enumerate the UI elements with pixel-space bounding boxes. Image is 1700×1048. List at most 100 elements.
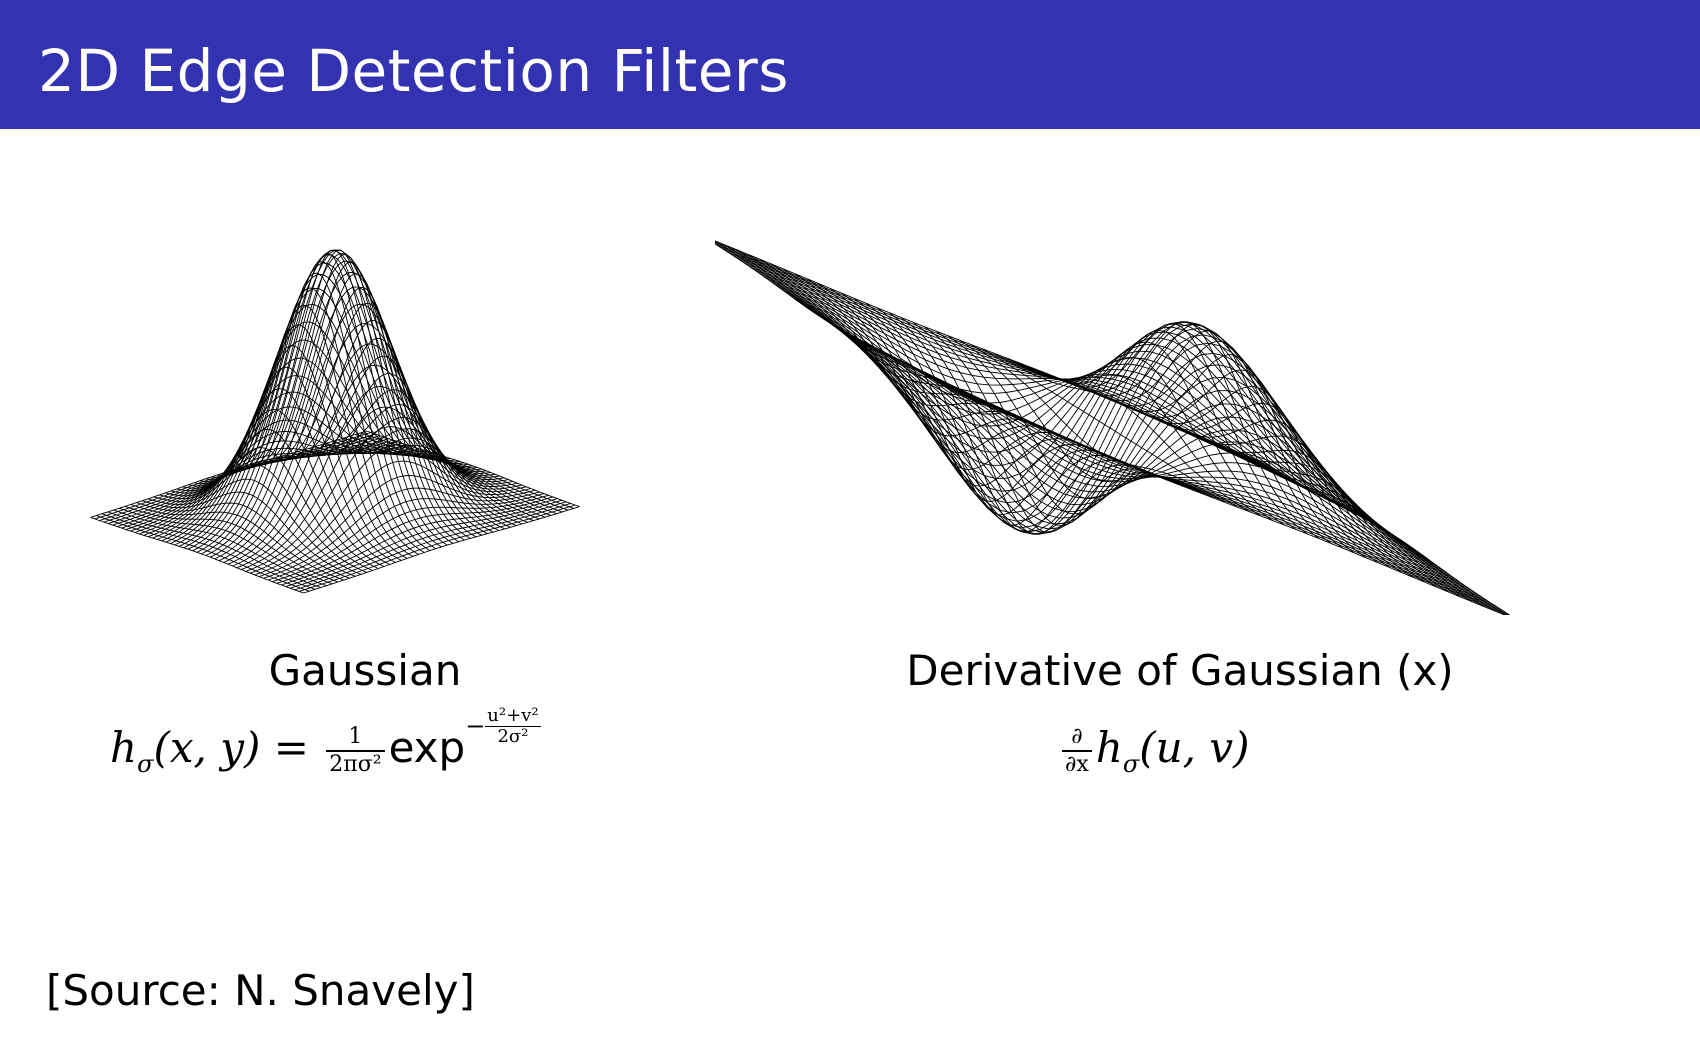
- gaussian-caption: Gaussian: [268, 646, 462, 695]
- mesh-line: [737, 258, 1303, 486]
- partial-numerator: ∂: [1062, 724, 1092, 752]
- mesh-line: [827, 321, 1393, 535]
- mesh-line: [147, 478, 362, 575]
- mesh-line: [262, 302, 477, 538]
- mesh-line: [320, 444, 534, 522]
- mesh-line: [130, 504, 344, 581]
- mesh-line: [885, 352, 1451, 576]
- formula-sigma-subscript: σ: [1122, 750, 1140, 778]
- mesh-line: [343, 437, 557, 515]
- mesh-line: [360, 432, 574, 509]
- mesh-line: [90, 516, 304, 594]
- source-credit: [Source: N. Snavely]: [46, 966, 475, 1015]
- mesh-line: [196, 249, 474, 553]
- partial-denominator: ∂x: [1065, 752, 1089, 777]
- derivative-of-gaussian-caption: Derivative of Gaussian (x): [906, 646, 1454, 695]
- mesh-line: [136, 502, 350, 579]
- mesh-line: [954, 392, 1506, 615]
- mesh-line: [274, 337, 488, 534]
- mesh-line: [822, 317, 1387, 532]
- mesh-line: [216, 261, 431, 551]
- mesh-line: [864, 341, 1430, 561]
- mesh-line: [806, 307, 1372, 523]
- mesh-line: [165, 428, 379, 569]
- mesh-line: [193, 324, 408, 559]
- mesh-line: [848, 333, 1414, 549]
- normalizer-numerator: 1: [326, 724, 385, 752]
- exponent-denominator: 2σ²: [497, 726, 529, 747]
- mesh-line: [205, 287, 419, 555]
- formula-exp: exp: [388, 723, 466, 772]
- mesh-line: [349, 435, 563, 513]
- mesh-line: [113, 509, 327, 587]
- mesh-line: [753, 269, 1319, 495]
- mesh-line: [811, 310, 1377, 526]
- mesh-line: [838, 327, 1403, 542]
- mesh-line: [251, 273, 465, 541]
- mesh-line: [896, 358, 1461, 584]
- formula-args: (x, y): [153, 723, 261, 772]
- mesh-line: [743, 261, 1308, 489]
- mesh-line: [774, 284, 1340, 506]
- mesh-line: [326, 442, 540, 520]
- title-bar: 2D Edge Detection Filters: [0, 0, 1700, 129]
- mesh-line: [187, 254, 465, 550]
- mesh-line: [205, 260, 482, 556]
- mesh-line: [917, 370, 1483, 598]
- mesh-line: [280, 355, 494, 533]
- wireframe-mesh: [715, 240, 1511, 615]
- wireframe-mesh: [90, 249, 580, 594]
- derivative-of-gaussian-surface-plot: [715, 240, 1511, 615]
- normalizer-denominator: 2πσ²: [329, 752, 382, 777]
- mesh-line: [308, 428, 523, 525]
- mesh-line: [859, 339, 1424, 557]
- mesh-line: [354, 434, 569, 511]
- mesh-line: [366, 430, 580, 508]
- mesh-line: [331, 441, 546, 518]
- mesh-line: [747, 254, 1003, 413]
- gaussian-surface-plot: [90, 249, 580, 594]
- mesh-line: [257, 287, 471, 539]
- mesh-line: [944, 386, 1509, 615]
- mesh-line: [101, 513, 316, 590]
- mesh-line: [234, 249, 448, 546]
- mesh-line: [228, 249, 442, 548]
- formula-equals: =: [273, 723, 309, 772]
- mesh-line: [769, 280, 1335, 504]
- formula-normalizer: 1 2πσ²: [326, 724, 385, 778]
- mesh-line: [124, 505, 339, 583]
- exponent-numerator: u²+v²: [485, 705, 541, 727]
- mesh-line: [222, 253, 437, 550]
- mesh-line: [870, 344, 1435, 565]
- mesh-line: [245, 261, 460, 543]
- mesh-line: [314, 437, 528, 523]
- exponent-minus: −: [465, 712, 486, 740]
- mesh-line: [748, 265, 1313, 492]
- formula-h: h: [1095, 723, 1123, 772]
- mesh-line: [239, 254, 454, 544]
- formula-h: h: [110, 723, 138, 772]
- mesh-line: [119, 507, 333, 585]
- derivative-of-gaussian-formula: ∂ ∂x hσ(u, v): [1058, 718, 1250, 784]
- mesh-line: [880, 350, 1446, 572]
- mesh-line: [223, 322, 500, 563]
- mesh-line: [891, 355, 1456, 580]
- formula-args: (u, v): [1139, 723, 1250, 772]
- mesh-line: [875, 347, 1440, 568]
- mesh-line: [949, 389, 1509, 615]
- mesh-line: [176, 388, 391, 565]
- mesh-line: [759, 272, 1324, 498]
- mesh-line: [96, 515, 310, 592]
- mesh-line: [199, 305, 414, 557]
- gaussian-formula: hσ(x, y) = 1 2πσ² exp− u²+v² 2σ²: [110, 706, 541, 784]
- exponent-fraction: u²+v² 2σ²: [485, 705, 541, 747]
- mesh-line: [107, 511, 321, 588]
- partial-derivative-operator: ∂ ∂x: [1062, 724, 1092, 778]
- mesh-line: [901, 361, 1467, 587]
- slide-title: 2D Edge Detection Filters: [38, 37, 789, 105]
- mesh-line: [1217, 443, 1473, 602]
- mesh-line: [854, 336, 1419, 553]
- mesh-line: [285, 372, 500, 531]
- mesh-line: [268, 320, 483, 536]
- mesh-line: [142, 491, 356, 577]
